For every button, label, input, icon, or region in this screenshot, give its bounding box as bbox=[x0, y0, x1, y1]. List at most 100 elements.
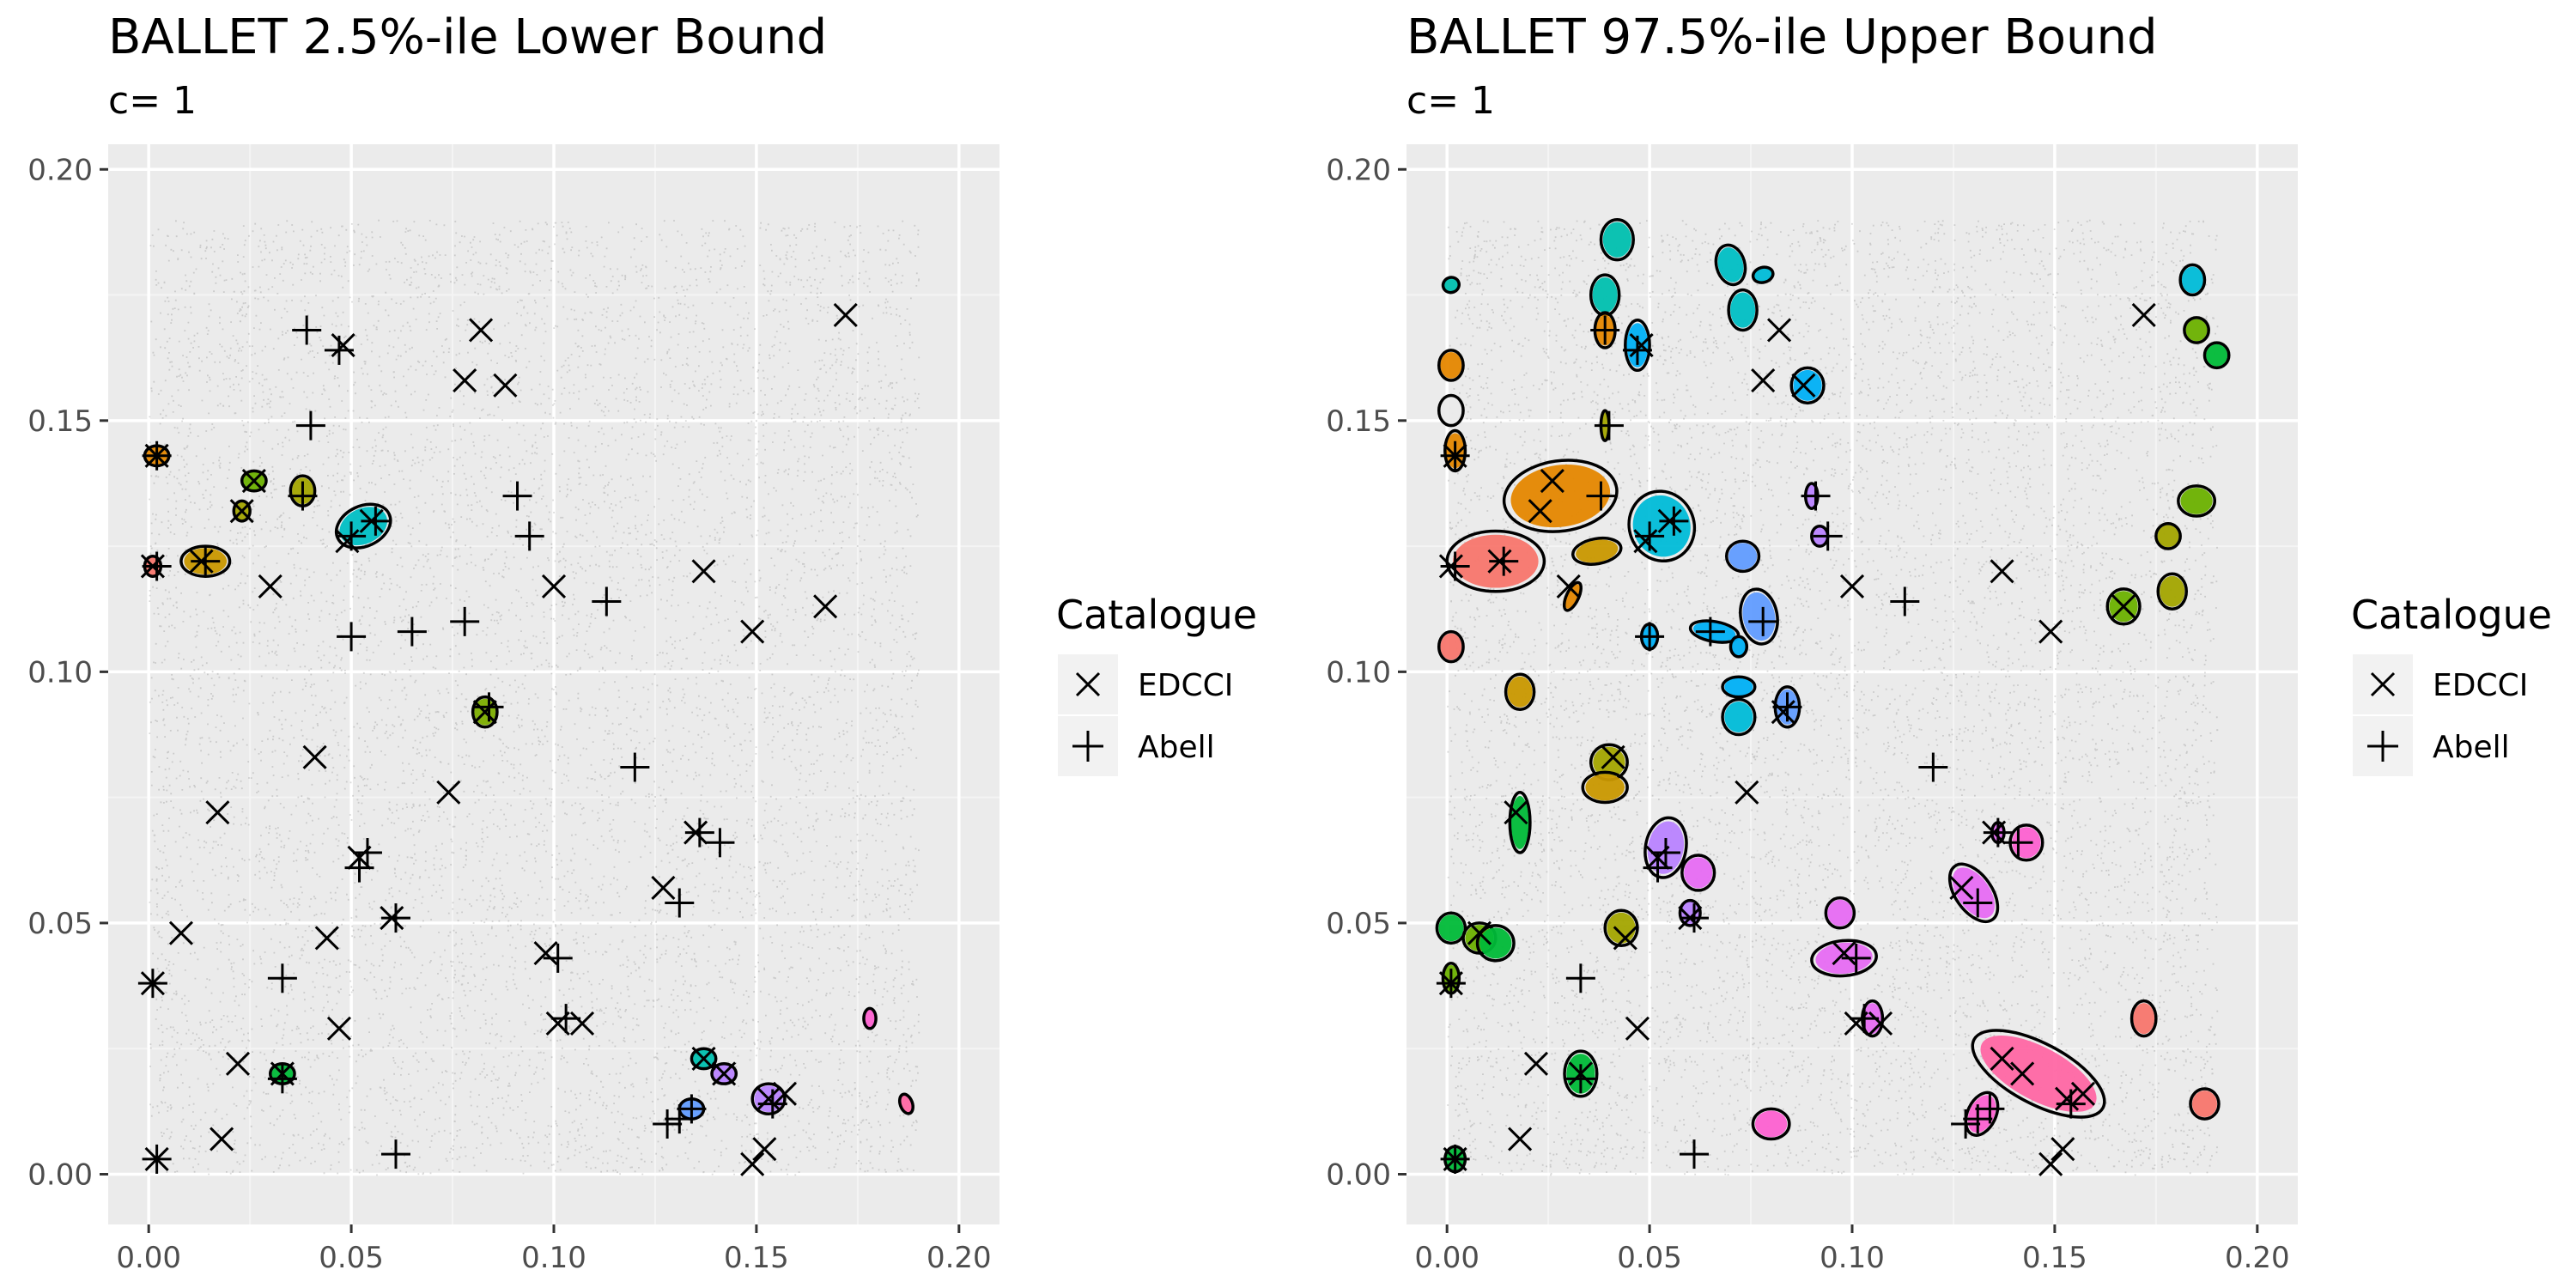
abell-marker bbox=[1983, 817, 2013, 848]
x-tick-label: 0.00 bbox=[116, 1241, 181, 1275]
abell-marker bbox=[450, 606, 480, 636]
axes: 0.00 0.05 0.10 0.15 0.20 0.00 0.05 0.10 0.15 0.20 bbox=[27, 153, 991, 1275]
chart-title: BALLET 97.5%-ile Upper Bound bbox=[1406, 9, 2158, 65]
cluster-members bbox=[1510, 464, 1611, 528]
edcci-marker bbox=[1625, 1016, 1649, 1041]
abell-marker bbox=[1635, 521, 1665, 551]
edcci-marker bbox=[453, 368, 477, 393]
legend-label-edcci: EDCCI bbox=[2433, 668, 2528, 703]
cluster bbox=[2202, 341, 2231, 370]
cluster-members bbox=[2206, 343, 2228, 367]
x-tick-label: 0.20 bbox=[2225, 1241, 2290, 1275]
cluster-members bbox=[1717, 247, 1744, 283]
abell-marker bbox=[191, 546, 221, 576]
abell-marker bbox=[344, 853, 374, 883]
y-tick-label: 0.05 bbox=[27, 907, 93, 941]
y-tick-label: 0.20 bbox=[27, 153, 93, 187]
edcci-marker bbox=[1751, 368, 1776, 393]
cluster-members bbox=[1742, 592, 1776, 641]
edcci-marker bbox=[1540, 468, 1564, 494]
chart-subtitle: c= 1 bbox=[108, 79, 197, 123]
abell-marker bbox=[705, 828, 735, 858]
cluster-ellipse bbox=[1437, 393, 1465, 428]
edcci-marker bbox=[1767, 318, 1792, 343]
edcci-marker bbox=[469, 318, 494, 343]
abell-marker bbox=[295, 410, 325, 440]
cluster-members bbox=[2133, 1003, 2155, 1035]
abell-marker bbox=[1679, 1139, 1709, 1170]
x-tick-label: 0.05 bbox=[1617, 1241, 1682, 1275]
axes: 0.00 0.05 0.10 0.15 0.20 0.00 0.05 0.10 0.15 0.20 bbox=[1326, 153, 2289, 1275]
cluster bbox=[1680, 854, 1716, 892]
cluster-members bbox=[1793, 369, 1822, 401]
cluster-members bbox=[1592, 276, 1618, 313]
edcci-marker bbox=[2055, 1086, 2080, 1111]
cluster-ellipse bbox=[1624, 319, 1651, 373]
cluster-members bbox=[1479, 927, 1512, 959]
cluster-members bbox=[2191, 1091, 2218, 1118]
cluster-members bbox=[1754, 1110, 1788, 1138]
cluster bbox=[1589, 273, 1621, 317]
edcci-marker bbox=[2038, 1151, 2063, 1176]
abell-marker bbox=[361, 506, 391, 536]
cluster-members bbox=[1730, 292, 1756, 328]
edcci-marker bbox=[225, 1051, 251, 1076]
abell-marker bbox=[1440, 1144, 1470, 1174]
abell-marker bbox=[292, 315, 322, 345]
cluster bbox=[1437, 629, 1465, 664]
cluster-ellipse bbox=[1437, 349, 1465, 382]
abell-marker bbox=[1801, 481, 1831, 511]
edcci-marker bbox=[258, 574, 283, 598]
abell-marker bbox=[324, 335, 354, 365]
edcci-marker bbox=[1556, 574, 1581, 598]
cluster-members bbox=[1440, 352, 1462, 379]
cluster-ellipse bbox=[1603, 908, 1639, 948]
cluster-ellipse bbox=[471, 695, 499, 729]
edcci-marker bbox=[569, 1011, 595, 1036]
abell-marker bbox=[380, 903, 410, 933]
abell-marker bbox=[1565, 1064, 1595, 1094]
edcci-marker bbox=[331, 332, 355, 358]
abell-marker bbox=[137, 969, 167, 999]
edcci-marker bbox=[752, 1137, 777, 1162]
y-tick-label: 0.15 bbox=[1326, 404, 1391, 439]
edcci-marker bbox=[2131, 302, 2156, 328]
edcci-marker bbox=[210, 1127, 234, 1151]
cluster-ellipse bbox=[1443, 428, 1467, 473]
cluster bbox=[1508, 791, 1532, 854]
cluster bbox=[1714, 243, 1747, 287]
abell-marker bbox=[1590, 315, 1620, 345]
cluster-ellipse bbox=[2202, 341, 2231, 370]
abell-marker bbox=[1440, 440, 1470, 471]
edcci-marker bbox=[326, 1016, 351, 1041]
abell-marker bbox=[337, 521, 367, 551]
catalogue-markers bbox=[1436, 302, 2156, 1176]
edcci-marker bbox=[756, 1086, 781, 1111]
edcci-marker bbox=[772, 1081, 797, 1106]
cluster-ellipse bbox=[232, 499, 252, 523]
cluster-members bbox=[1827, 899, 1853, 927]
cluster-ellipse bbox=[1751, 1107, 1791, 1141]
abell-marker bbox=[352, 838, 382, 868]
abell-marker bbox=[514, 521, 544, 551]
cluster-ellipse bbox=[1964, 1091, 2000, 1137]
cluster-members bbox=[1980, 1036, 2097, 1112]
abell-marker bbox=[1963, 888, 1993, 918]
abell-marker bbox=[1748, 606, 1778, 636]
cluster-ellipse bbox=[1437, 629, 1465, 664]
cluster-ellipse bbox=[2178, 263, 2207, 297]
legend-x-icon bbox=[1075, 671, 1101, 697]
legend-label-edcci: EDCCI bbox=[1138, 668, 1233, 703]
cluster-ellipse bbox=[2156, 572, 2188, 611]
edcci-marker bbox=[2038, 619, 2063, 644]
cluster-ellipse bbox=[1599, 218, 1635, 262]
cluster-ellipse bbox=[1435, 911, 1467, 945]
cluster bbox=[1789, 366, 1826, 405]
cluster bbox=[1824, 896, 1856, 930]
cluster bbox=[2129, 999, 2158, 1038]
x-tick-label: 0.10 bbox=[1820, 1241, 1885, 1275]
cluster-members bbox=[1684, 857, 1713, 889]
cluster-ellipse bbox=[1947, 862, 2000, 924]
edcci-marker bbox=[2010, 1061, 2035, 1086]
